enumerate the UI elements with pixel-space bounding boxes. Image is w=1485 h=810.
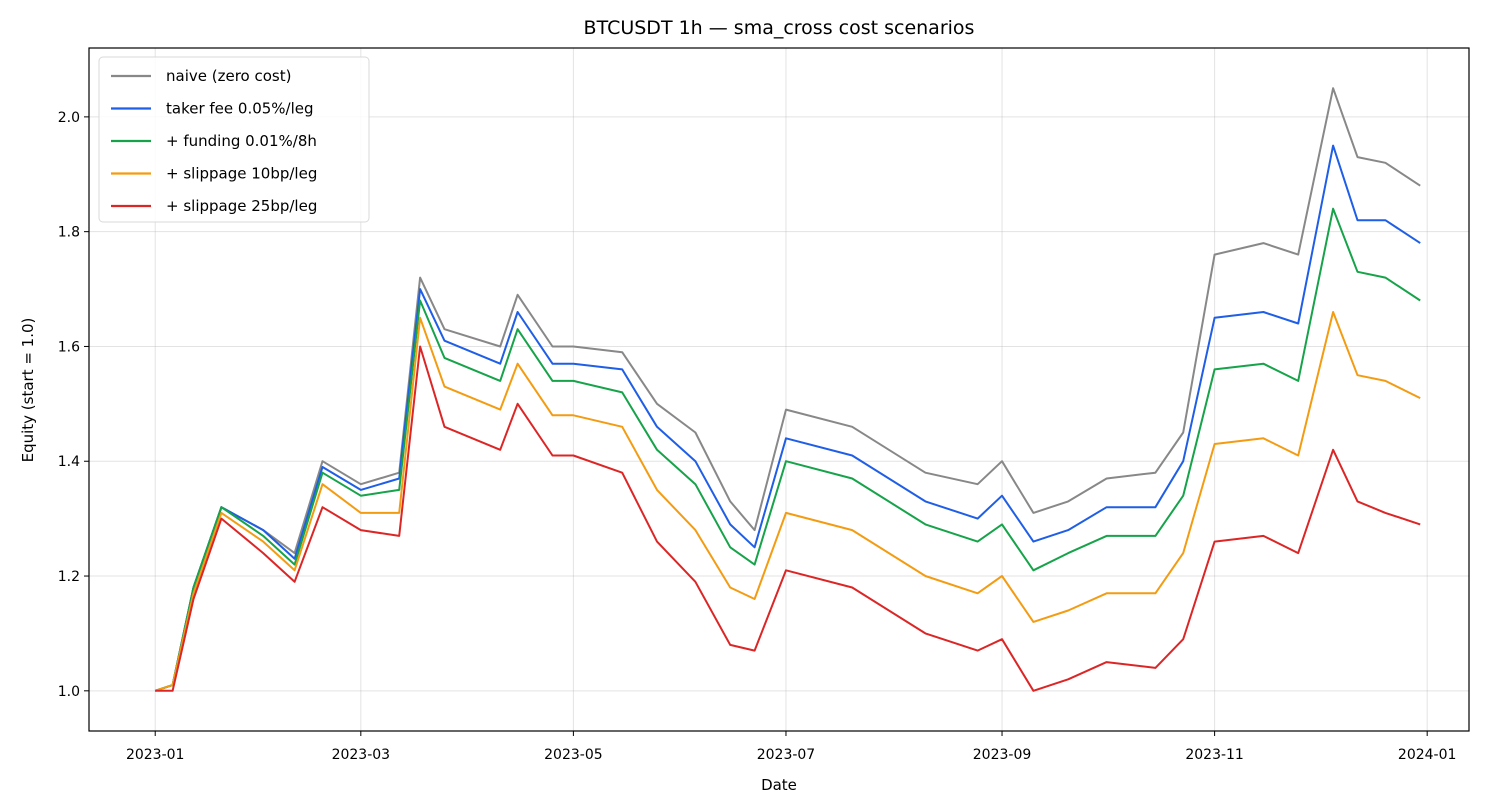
y-tick-label: 2.0 — [58, 110, 80, 126]
x-tick-label: 2023-01 — [126, 747, 185, 763]
legend-label: naive (zero cost) — [166, 67, 291, 85]
x-axis-label: Date — [761, 776, 797, 794]
series-line-1 — [154, 144, 1421, 692]
legend: naive (zero cost) taker fee 0.05%/leg + fu… — [98, 56, 370, 223]
x-tick-label: 2023-03 — [332, 747, 391, 763]
series-line-2 — [154, 207, 1421, 692]
legend-label: taker fee 0.05%/leg — [166, 100, 314, 118]
y-tick-label: 1.6 — [58, 339, 80, 355]
x-tick-label: 2023-09 — [973, 747, 1032, 763]
x-tick-label: 2023-05 — [544, 747, 603, 763]
series-layer — [154, 87, 1421, 692]
y-tick-label: 1.0 — [58, 684, 80, 700]
legend-label: + funding 0.01%/8h — [166, 132, 317, 150]
y-axis-label: Equity (start = 1.0) — [19, 318, 37, 463]
y-tick-label: 1.2 — [58, 569, 80, 585]
series-line-4 — [155, 345, 1421, 692]
y-axis: 1.0 1.2 1.4 1.6 1.8 2.0 — [58, 110, 89, 700]
legend-box — [98, 56, 370, 223]
y-tick-label: 1.4 — [58, 454, 80, 470]
x-tick-label: 2024-01 — [1398, 747, 1457, 763]
x-axis: 2023-01 2023-03 2023-05 2023-07 2023-09 2023-… — [126, 731, 1456, 763]
plot-frame — [88, 47, 1470, 732]
legend-label: + slippage 25bp/leg — [166, 197, 317, 215]
series-line-0 — [154, 87, 1421, 692]
x-tick-label: 2023-07 — [757, 747, 816, 763]
legend-label: + slippage 10bp/leg — [166, 165, 317, 183]
chart-title: BTCUSDT 1h — sma_cross cost scenarios — [584, 17, 975, 39]
y-tick-label: 1.8 — [58, 225, 80, 241]
series-line-3 — [154, 311, 1421, 692]
x-tick-label: 2023-11 — [1185, 747, 1244, 763]
